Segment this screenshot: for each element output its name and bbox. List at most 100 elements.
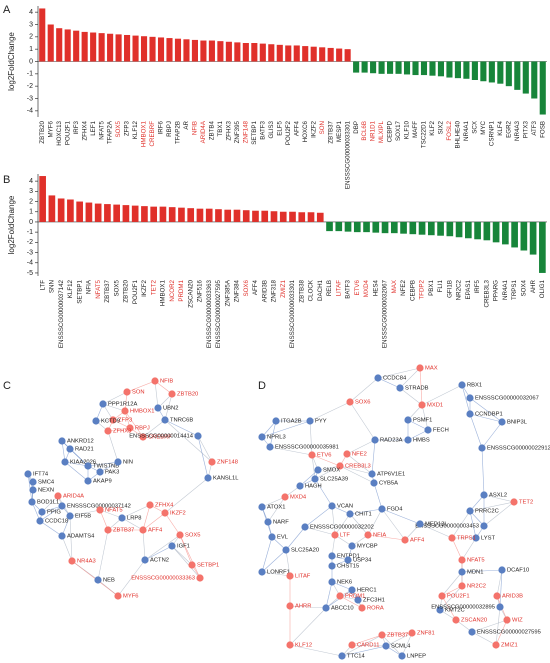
node-label: LONRF1 <box>267 570 290 576</box>
x-tick-label: ZNF385A <box>224 279 231 306</box>
bar <box>48 195 56 222</box>
node-label: TNRC6B <box>170 418 193 424</box>
node <box>161 509 169 517</box>
bar <box>502 221 509 245</box>
x-tick-label: KLF2 <box>429 120 436 135</box>
bar <box>529 221 537 255</box>
node-label: CYB5A <box>379 481 398 487</box>
x-tick-label: NR4A1 <box>502 279 509 300</box>
node-label: IKZF2 <box>170 511 186 517</box>
node <box>503 616 511 624</box>
edge <box>451 510 471 539</box>
edge <box>39 520 63 537</box>
edge <box>439 585 463 611</box>
node-label: NFAT5 <box>105 508 123 514</box>
bar <box>418 221 426 235</box>
node <box>404 416 412 424</box>
y-tick-label: -5 <box>27 270 33 277</box>
x-tick-label: RBPJ <box>166 121 173 137</box>
node <box>96 506 104 514</box>
bar <box>531 61 538 99</box>
x-tick-label: IRF5 <box>474 279 481 293</box>
edge <box>481 447 485 496</box>
node <box>458 556 466 564</box>
x-tick-label: CREBRF <box>149 121 156 147</box>
edge <box>334 513 351 536</box>
node-label: FECH <box>433 428 449 434</box>
node <box>68 557 76 565</box>
x-tick-label: CLOCK <box>308 279 315 301</box>
x-tick-label: TET2 <box>150 279 157 295</box>
x-tick-label: POU2F1 <box>64 120 71 145</box>
node <box>168 390 176 398</box>
node <box>510 498 518 506</box>
node <box>466 507 474 515</box>
x-tick-label: ZNF384 <box>234 279 241 302</box>
edge <box>441 595 457 621</box>
x-tick-label: TRPS1 <box>511 279 518 300</box>
x-tick-label: MLXIPL <box>378 120 385 143</box>
x-tick-label: DBP <box>353 121 360 134</box>
node <box>268 533 276 541</box>
x-tick-label: POU2F1 <box>132 279 139 304</box>
y-tick-label: 4 <box>29 178 33 185</box>
node-label: HMBS <box>413 438 430 444</box>
node <box>94 576 102 584</box>
edge <box>142 512 166 531</box>
edge <box>421 404 429 431</box>
x-tick-label: TBX1 <box>217 120 224 136</box>
node-label: ATOX1 <box>267 505 285 511</box>
node-label: LYST <box>481 536 496 542</box>
bar <box>319 47 326 62</box>
edge <box>349 513 369 536</box>
node <box>66 445 74 453</box>
edge <box>441 585 463 597</box>
x-tick-label: KLF12 <box>132 120 139 139</box>
edge <box>144 534 181 561</box>
bar <box>215 209 222 222</box>
x-tick-label: IRF6 <box>158 120 165 134</box>
edge <box>377 367 421 379</box>
bar <box>196 208 204 222</box>
x-tick-label: DACH1 <box>317 279 324 301</box>
node <box>194 432 202 440</box>
bar <box>124 34 131 62</box>
node <box>328 578 336 586</box>
x-tick-label: ZBTB37 <box>104 279 111 302</box>
bar <box>336 48 343 62</box>
x-tick-label: MYF6 <box>47 120 54 137</box>
node-label: MAX <box>425 366 438 372</box>
y-tick-label: 0 <box>29 219 33 226</box>
node <box>151 377 159 385</box>
edge <box>373 482 383 510</box>
node <box>424 426 432 434</box>
node <box>466 394 474 402</box>
bar <box>471 61 478 80</box>
edge <box>267 496 286 523</box>
y-tick-label: 4 <box>29 9 33 16</box>
bar <box>427 221 435 236</box>
node-label: ANKRD12 <box>67 439 94 445</box>
bar <box>76 201 83 222</box>
edge <box>346 453 373 475</box>
bar <box>480 61 487 82</box>
bar <box>437 61 445 77</box>
node <box>493 592 501 600</box>
bar <box>381 221 389 234</box>
node-label: NR2C2 <box>467 584 486 590</box>
node <box>378 631 386 639</box>
bar <box>361 61 368 73</box>
node-label: IFT74 <box>33 472 49 478</box>
node <box>328 562 336 570</box>
x-tick-label: CREB3L3 <box>483 279 490 307</box>
edge <box>124 410 144 438</box>
node-label: CHIT1 <box>355 512 372 518</box>
bar <box>307 212 315 222</box>
bar <box>279 211 287 222</box>
node-label: AKAP9 <box>93 479 112 485</box>
node-label: ENSSSCG00000027595 <box>477 630 541 636</box>
node <box>478 444 486 452</box>
node-label: ADAMTS4 <box>67 534 95 540</box>
node <box>374 374 382 382</box>
edge <box>317 465 341 471</box>
